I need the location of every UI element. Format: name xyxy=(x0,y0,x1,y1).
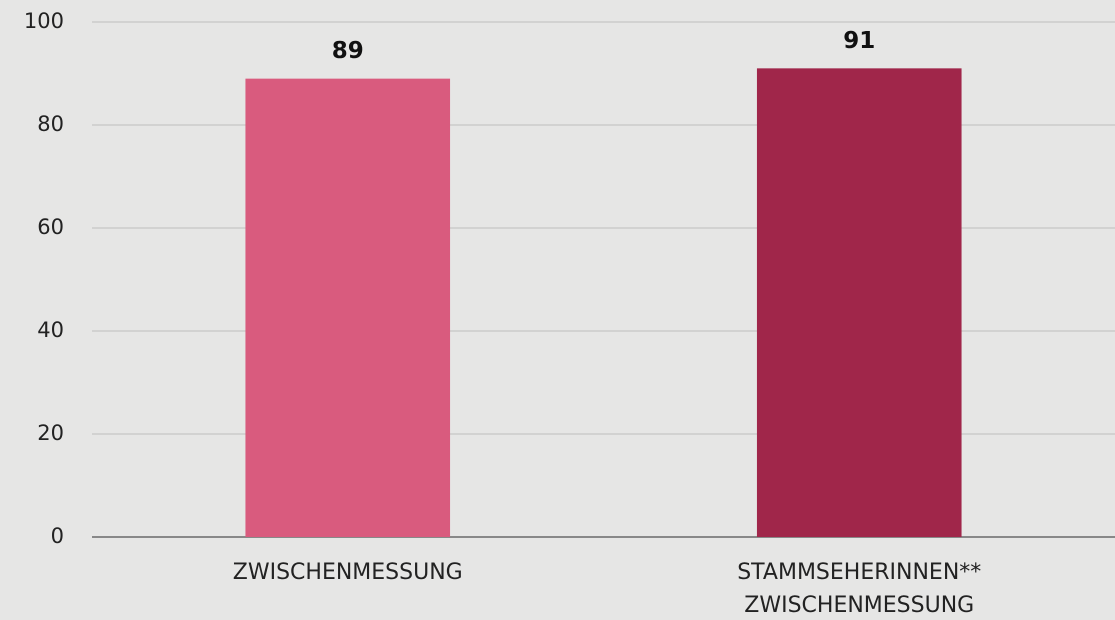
value-label: 91 xyxy=(843,28,875,54)
y-tick-label: 40 xyxy=(37,318,64,342)
x-tick-label: STAMMSEHERINNEN** xyxy=(737,560,981,585)
bar xyxy=(756,68,962,537)
y-tick-label: 100 xyxy=(24,9,64,33)
y-tick-label: 20 xyxy=(37,421,64,445)
y-tick-label: 60 xyxy=(37,215,64,239)
value-label: 89 xyxy=(332,38,364,64)
y-tick-label: 0 xyxy=(51,524,64,548)
x-tick-label: ZWISCHENMESSUNG xyxy=(744,593,974,618)
x-tick-label: ZWISCHENMESSUNG xyxy=(233,560,463,585)
y-tick-label: 80 xyxy=(37,112,64,136)
bar xyxy=(245,78,451,538)
